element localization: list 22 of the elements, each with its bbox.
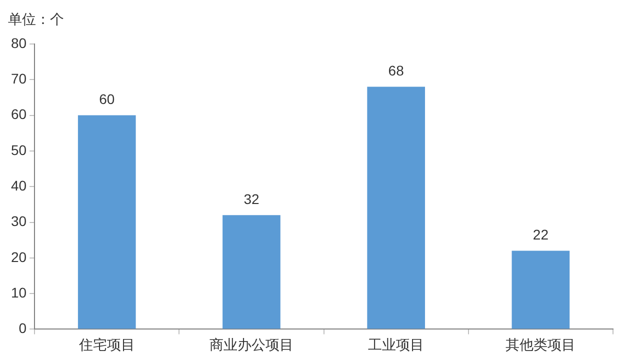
y-tick-label: 60 bbox=[10, 106, 27, 122]
data-label: 22 bbox=[532, 226, 549, 243]
y-tick-label: 0 bbox=[18, 320, 27, 336]
data-label: 68 bbox=[388, 62, 404, 79]
y-tick-label: 20 bbox=[10, 248, 27, 265]
y-tick-label: 40 bbox=[10, 177, 27, 194]
x-tick-label: 商业办公项目 bbox=[209, 336, 294, 352]
y-tick-label: 80 bbox=[10, 34, 27, 51]
y-tick-label: 30 bbox=[10, 213, 27, 230]
data-label: 32 bbox=[244, 190, 260, 207]
x-tick-label: 住宅项目 bbox=[78, 336, 135, 352]
y-tick-label: 50 bbox=[10, 142, 27, 158]
data-label: 60 bbox=[99, 91, 115, 108]
bar bbox=[78, 115, 136, 329]
bar bbox=[222, 215, 280, 329]
y-tick-label: 70 bbox=[10, 70, 27, 87]
x-tick-label: 工业项目 bbox=[368, 336, 424, 352]
x-tick-label: 其他类项目 bbox=[506, 336, 576, 352]
y-axis-title: 单位：个 bbox=[8, 10, 64, 27]
y-tick-label: 10 bbox=[10, 284, 27, 300]
bar bbox=[512, 250, 570, 329]
bar bbox=[367, 86, 426, 329]
